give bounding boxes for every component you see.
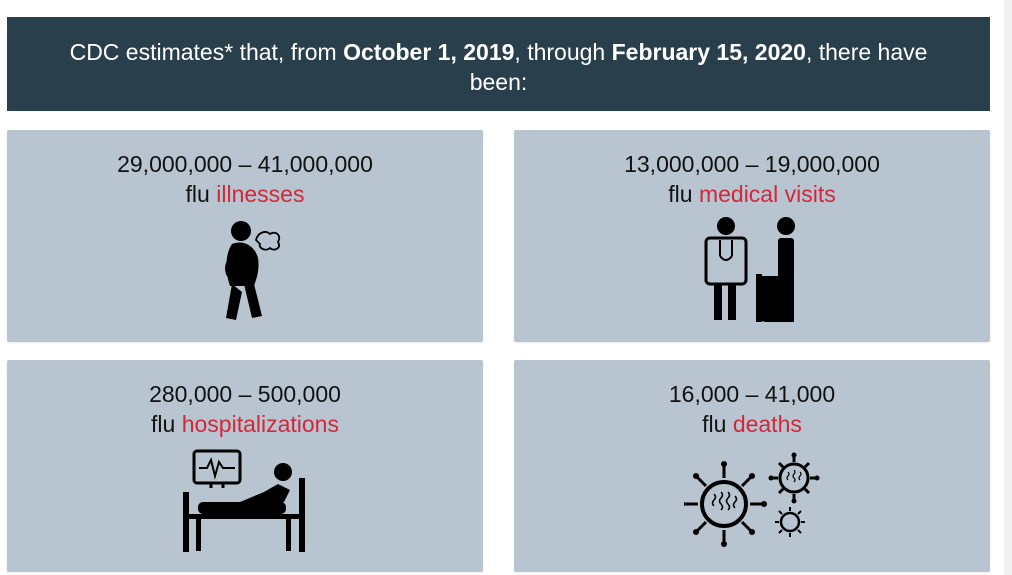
medical-visits-card: 13,000,000 – 19,000,000 flu medical visi…	[514, 130, 990, 342]
deaths-prefix: flu	[702, 411, 727, 437]
banner-text-3: , there have been:	[469, 39, 928, 95]
hospital-bed-icon	[183, 449, 305, 552]
hospitalizations-range: 280,000 – 500,000	[149, 381, 341, 407]
illnesses-prefix: flu	[185, 181, 210, 207]
deaths-metric: deaths	[732, 411, 802, 437]
virus-icon	[684, 452, 820, 547]
illnesses-metric: illnesses	[216, 181, 305, 207]
deaths-label: flu deaths	[514, 410, 990, 438]
medical-visits-range: 13,000,000 – 19,000,000	[624, 151, 880, 177]
doctor-patient-icon	[704, 217, 795, 322]
medical-visits-label: flu medical visits	[514, 180, 990, 208]
estimates-banner: CDC estimates* that, from October 1, 201…	[7, 17, 990, 111]
hospitalizations-card: 280,000 – 500,000 flu hospitalizations	[7, 360, 483, 572]
hospitalizations-metric: hospitalizations	[181, 411, 339, 437]
medical-visits-metric: medical visits	[698, 181, 836, 207]
deaths-range: 16,000 – 41,000	[668, 381, 836, 407]
illnesses-label: flu illnesses	[7, 180, 483, 208]
banner-text-1: CDC estimates* that, from	[69, 39, 344, 65]
sick-person-icon	[225, 221, 281, 320]
hospitalizations-label: flu hospitalizations	[7, 410, 483, 438]
banner-end-date: February 15, 2020	[611, 39, 806, 65]
banner-start-date: October 1, 2019	[343, 39, 515, 65]
medical-visits-prefix: flu	[668, 181, 693, 207]
illnesses-range: 29,000,000 – 41,000,000	[117, 151, 373, 177]
illnesses-card: 29,000,000 – 41,000,000 flu illnesses	[7, 130, 483, 342]
deaths-card: 16,000 – 41,000 flu deaths	[514, 360, 990, 572]
hospitalizations-prefix: flu	[151, 411, 176, 437]
page-scroll-edge	[1004, 0, 1012, 575]
banner-text-2: , through	[514, 39, 612, 65]
